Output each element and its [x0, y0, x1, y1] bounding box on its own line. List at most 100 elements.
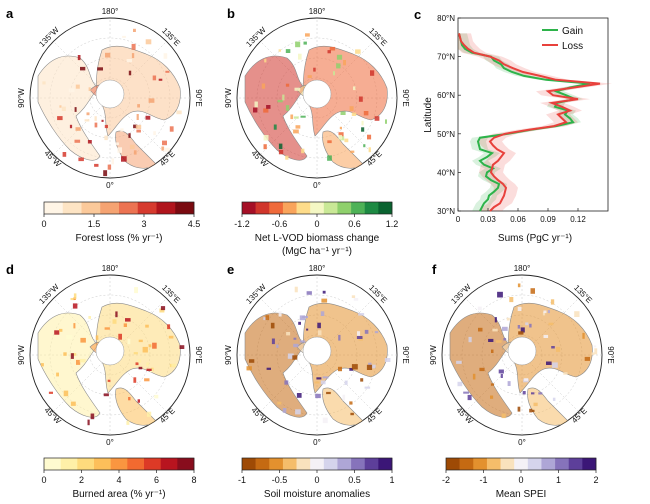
grid-cell	[146, 368, 152, 371]
panel-letter-a: a	[6, 6, 14, 21]
land-masses	[244, 33, 388, 169]
grid-cell	[145, 115, 151, 120]
longitude-label: 90°W	[224, 345, 233, 365]
grid-cell	[547, 310, 550, 314]
grid-cell	[477, 306, 482, 311]
grid-cell	[314, 381, 320, 384]
colorbar-swatch	[156, 202, 176, 214]
longitude-label: 180°	[102, 7, 119, 16]
grid-cell	[54, 330, 60, 335]
grid-cell	[115, 311, 118, 318]
grid-cell	[593, 345, 597, 348]
grid-cell	[117, 147, 122, 153]
grid-cell	[165, 70, 170, 73]
land-masses	[244, 286, 391, 426]
colorbar-swatch	[242, 202, 256, 214]
colorbar-swatch	[582, 458, 597, 470]
colorbar-tick-label: 2	[593, 475, 598, 485]
grid-cell	[126, 420, 130, 425]
grid-cell	[361, 120, 364, 126]
x-tick-label: 0	[456, 215, 461, 224]
colorbar-swatch	[269, 202, 284, 214]
grid-cell	[144, 378, 150, 382]
grid-cell	[517, 406, 521, 412]
colorbar-swatch	[255, 202, 270, 214]
grid-cell	[299, 340, 306, 343]
grid-cell	[104, 124, 108, 129]
grid-cell	[538, 392, 543, 395]
grid-cell	[582, 332, 585, 339]
grid-cell	[468, 336, 472, 343]
grid-cell	[320, 380, 326, 385]
grid-cell	[136, 114, 139, 120]
arctic-ocean	[302, 79, 332, 109]
grid-cell	[68, 88, 75, 93]
grid-cell	[344, 138, 349, 143]
grid-cell	[133, 124, 138, 129]
grid-cell	[349, 401, 353, 405]
grid-cell	[367, 134, 372, 140]
x-tick-label: 0.06	[510, 215, 526, 224]
land-outline	[244, 312, 308, 418]
grid-cell	[111, 158, 114, 165]
colorbar-tick-label: 0	[314, 219, 319, 229]
grid-cell	[160, 306, 166, 311]
grid-cell	[285, 105, 290, 111]
y-tick-label: 40°N	[437, 168, 455, 177]
longitude-label: 90°E	[606, 346, 615, 363]
colorbar-tick-label: 1.2	[386, 219, 399, 229]
longitude-label: 90°W	[429, 345, 438, 365]
grid-cell	[364, 386, 371, 389]
grid-cell	[176, 110, 182, 115]
grid-cell	[78, 157, 84, 162]
colorbar-swatch	[337, 202, 352, 214]
grid-cell	[506, 317, 510, 321]
grid-cell	[42, 81, 46, 85]
colorbar-b: -1.2 -0.6 0 0.6 1.2 Net L-VOD biomass change (…	[234, 201, 399, 257]
colorbar-tick-label: 1	[556, 475, 561, 485]
colorbar-swatch	[110, 458, 128, 470]
grid-cell	[353, 86, 356, 91]
grid-cell	[163, 53, 168, 59]
grid-cell	[501, 413, 506, 419]
grid-cell	[88, 87, 91, 91]
colorbar-swatch	[446, 458, 460, 470]
grid-cell	[145, 324, 149, 328]
grid-cell	[158, 78, 163, 81]
grid-cell	[122, 35, 126, 38]
grid-cell	[494, 317, 497, 323]
grid-cell	[351, 112, 357, 116]
grid-cell	[318, 330, 322, 336]
grid-cell	[343, 60, 346, 66]
grid-cell	[293, 129, 299, 134]
grid-cell	[507, 381, 511, 386]
colorbar-swatch	[364, 202, 379, 214]
grid-cell	[128, 397, 131, 401]
grid-cell	[284, 380, 289, 385]
grid-cell	[103, 170, 108, 177]
grid-cell	[472, 373, 476, 380]
colorbar-swatch	[255, 458, 270, 470]
grid-cell	[327, 50, 331, 54]
grid-cell	[138, 359, 142, 363]
grid-cell	[265, 315, 270, 321]
colorbar-swatch	[144, 458, 161, 470]
series-line-gain	[458, 33, 591, 212]
grid-cell	[339, 126, 342, 130]
grid-cell	[517, 283, 521, 288]
grid-cell	[360, 378, 364, 382]
longitude-label: 90°W	[17, 345, 26, 365]
grid-cell	[355, 49, 361, 54]
grid-cell	[73, 293, 77, 299]
grid-cell	[87, 419, 90, 426]
colorbar-swatch	[459, 458, 474, 470]
plot-frame	[457, 17, 609, 212]
colorbar-tick-label: 8	[191, 475, 196, 485]
grid-cell	[270, 322, 275, 329]
grid-cell	[574, 311, 580, 317]
grid-cell	[59, 105, 62, 108]
colorbar-tick-label: 4.5	[188, 219, 201, 229]
grid-cell	[107, 379, 111, 382]
grid-cell	[59, 328, 63, 332]
